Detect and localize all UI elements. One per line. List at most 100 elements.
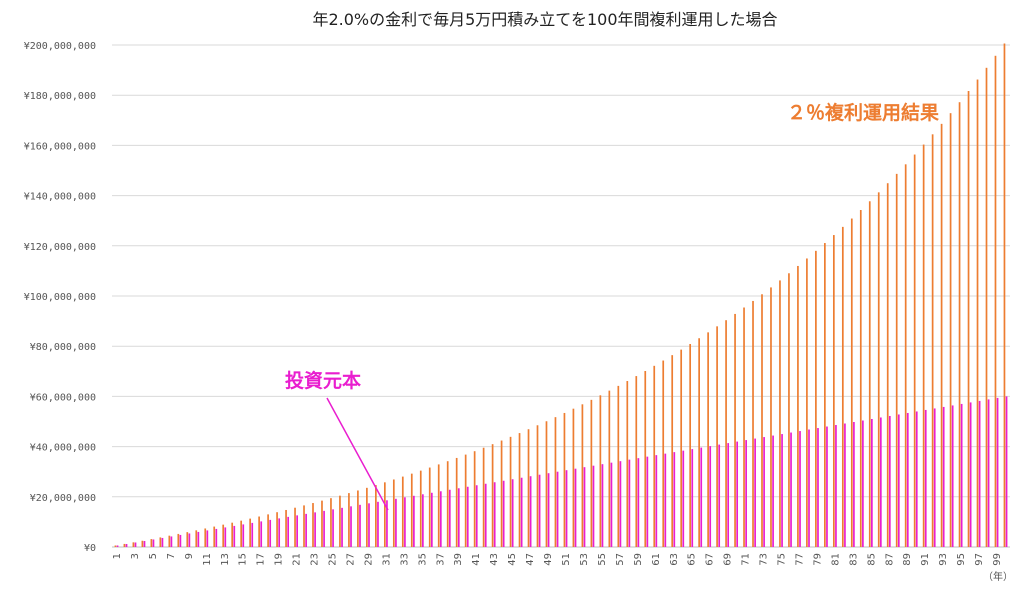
bar-principal: [960, 403, 963, 547]
bar-principal: [350, 506, 352, 547]
x-tick-label: 63: [669, 553, 680, 566]
y-tick-label: ¥80,000,000: [30, 342, 96, 353]
bar-principal: [125, 543, 128, 547]
bar-principal: [502, 480, 505, 547]
bar-compound-result: [689, 343, 692, 547]
bar-compound-result: [725, 320, 727, 547]
bar-compound-result: [186, 532, 189, 547]
bar-compound-result: [554, 417, 557, 547]
x-tick-label: 61: [651, 553, 662, 566]
bar-compound-result: [285, 509, 287, 547]
x-tick-label: 83: [848, 553, 859, 566]
bar-compound-result: [312, 503, 314, 547]
bar-principal: [197, 531, 200, 547]
bar-principal: [152, 539, 155, 547]
bar-compound-result: [339, 495, 341, 547]
bar-compound-result: [500, 440, 503, 547]
bar-compound-result: [159, 537, 162, 547]
bar-compound-result: [824, 243, 826, 547]
bar-compound-result: [662, 360, 665, 547]
bar-compound-result: [779, 280, 781, 547]
bar-principal: [808, 429, 810, 547]
x-tick-label: 59: [633, 553, 644, 566]
bar-principal: [709, 446, 712, 547]
bar-principal: [942, 406, 945, 547]
y-axis-ticks: ¥0 ¥20,000,000 ¥40,000,000 ¥60,000,000 ¥80,0…: [24, 41, 96, 554]
bar-compound-result: [177, 533, 180, 547]
x-tick-label: 49: [543, 553, 554, 566]
bar-compound-result: [904, 164, 907, 547]
bar-principal: [915, 411, 918, 547]
x-tick-label: 3: [130, 553, 141, 559]
bar-principal: [395, 498, 397, 547]
bar-compound-result: [707, 332, 709, 547]
bar-principal: [924, 409, 927, 547]
x-tick-label: 5: [148, 553, 159, 559]
bar-compound-result: [626, 381, 629, 547]
bar-compound-result: [240, 520, 243, 547]
bar-principal: [583, 467, 586, 547]
bar-compound-result: [222, 524, 225, 547]
x-tick-label: 35: [417, 553, 428, 566]
bar-principal: [987, 399, 990, 547]
x-tick-label: 29: [363, 553, 374, 566]
bar-principal: [853, 422, 855, 547]
x-tick-label: 17: [256, 553, 267, 566]
bar-compound-result: [877, 192, 880, 547]
x-tick-label: 37: [435, 553, 446, 566]
bar-compound-result: [123, 543, 126, 547]
bar-compound-result: [383, 482, 386, 547]
bar-principal: [556, 471, 559, 547]
bar-compound-result: [590, 399, 593, 547]
x-tick-label: 71: [741, 553, 752, 566]
bar-principal: [790, 432, 792, 547]
bar-principal: [341, 507, 343, 547]
gridlines: [112, 44, 1010, 548]
y-tick-label: ¥40,000,000: [30, 443, 96, 454]
x-tick-label: 39: [453, 553, 464, 566]
bar-compound-result: [267, 514, 269, 547]
bar-compound-result: [859, 210, 862, 547]
bar-principal: [206, 530, 209, 547]
bar-compound-result: [832, 235, 835, 548]
bar-principal: [404, 497, 406, 547]
bar-principal: [233, 525, 236, 547]
bar-compound-result: [330, 498, 332, 547]
x-tick-label: 93: [938, 553, 949, 566]
bar-principal: [754, 438, 756, 547]
bar-principal: [1005, 396, 1008, 547]
bar-principal: [673, 452, 676, 547]
y-tick-label: ¥140,000,000: [24, 192, 96, 203]
x-tick-label: 55: [597, 553, 608, 566]
x-tick-label: 95: [956, 553, 967, 566]
bar-principal: [871, 418, 873, 547]
x-tick-label: 91: [920, 553, 931, 566]
bar-compound-result: [375, 485, 377, 547]
y-tick-label: ¥0: [84, 543, 96, 554]
chart-title: 年2.0%の金利で毎月5万円積み立てを100年間複利運用した場合: [312, 10, 777, 29]
bar-compound-result: [967, 91, 970, 547]
bar-principal: [170, 536, 173, 547]
x-tick-label: 79: [812, 553, 823, 566]
x-tick-label: 85: [866, 553, 877, 566]
bar-compound-result: [509, 436, 512, 547]
bar-principal: [565, 470, 568, 547]
bar-compound-result: [446, 461, 449, 547]
bar-principal: [134, 542, 137, 547]
bar-principal: [269, 519, 272, 547]
bar-principal: [879, 417, 882, 547]
bar-compound-result: [635, 376, 638, 547]
bar-principal: [610, 462, 613, 547]
bar-compound-result: [464, 454, 467, 547]
bar-principal: [457, 488, 460, 547]
bar-principal: [188, 533, 191, 547]
bar-compound-result: [132, 542, 135, 547]
bar-principal: [826, 426, 828, 547]
bar-principal: [601, 464, 604, 547]
bar-principal: [574, 468, 577, 547]
bar-principal: [179, 534, 182, 547]
bar-compound-result: [168, 535, 171, 547]
bar-compound-result: [949, 113, 952, 547]
bar-principal: [529, 476, 532, 547]
bar-compound-result: [536, 425, 539, 547]
